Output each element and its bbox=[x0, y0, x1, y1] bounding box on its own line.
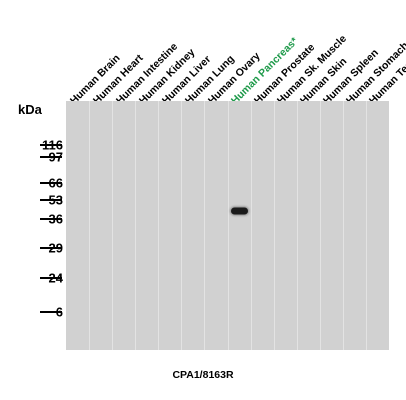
antibody-label: CPA1/8163R bbox=[172, 369, 234, 381]
marker-tick bbox=[40, 199, 62, 201]
marker-tick bbox=[40, 156, 62, 158]
lane-divider bbox=[273, 101, 275, 350]
marker-tick bbox=[40, 144, 62, 146]
lane-divider bbox=[181, 101, 183, 350]
lane-divider bbox=[296, 101, 298, 350]
lane-divider bbox=[250, 101, 252, 350]
marker-tick bbox=[40, 311, 62, 313]
lane-divider bbox=[135, 101, 137, 350]
lane-divider bbox=[365, 101, 367, 350]
lane-divider bbox=[158, 101, 160, 350]
blot-membrane bbox=[66, 101, 389, 350]
lane-divider bbox=[227, 101, 229, 350]
lane-divider bbox=[89, 101, 91, 350]
lane-divider bbox=[342, 101, 344, 350]
lane-divider bbox=[112, 101, 114, 350]
kda-axis-title: kDa bbox=[18, 102, 42, 117]
marker-tick bbox=[40, 218, 62, 220]
marker-tick bbox=[40, 247, 62, 249]
marker-tick bbox=[40, 277, 62, 279]
lane-divider bbox=[204, 101, 206, 350]
marker-tick bbox=[40, 182, 62, 184]
lane-divider bbox=[319, 101, 321, 350]
protein-band bbox=[230, 207, 248, 215]
